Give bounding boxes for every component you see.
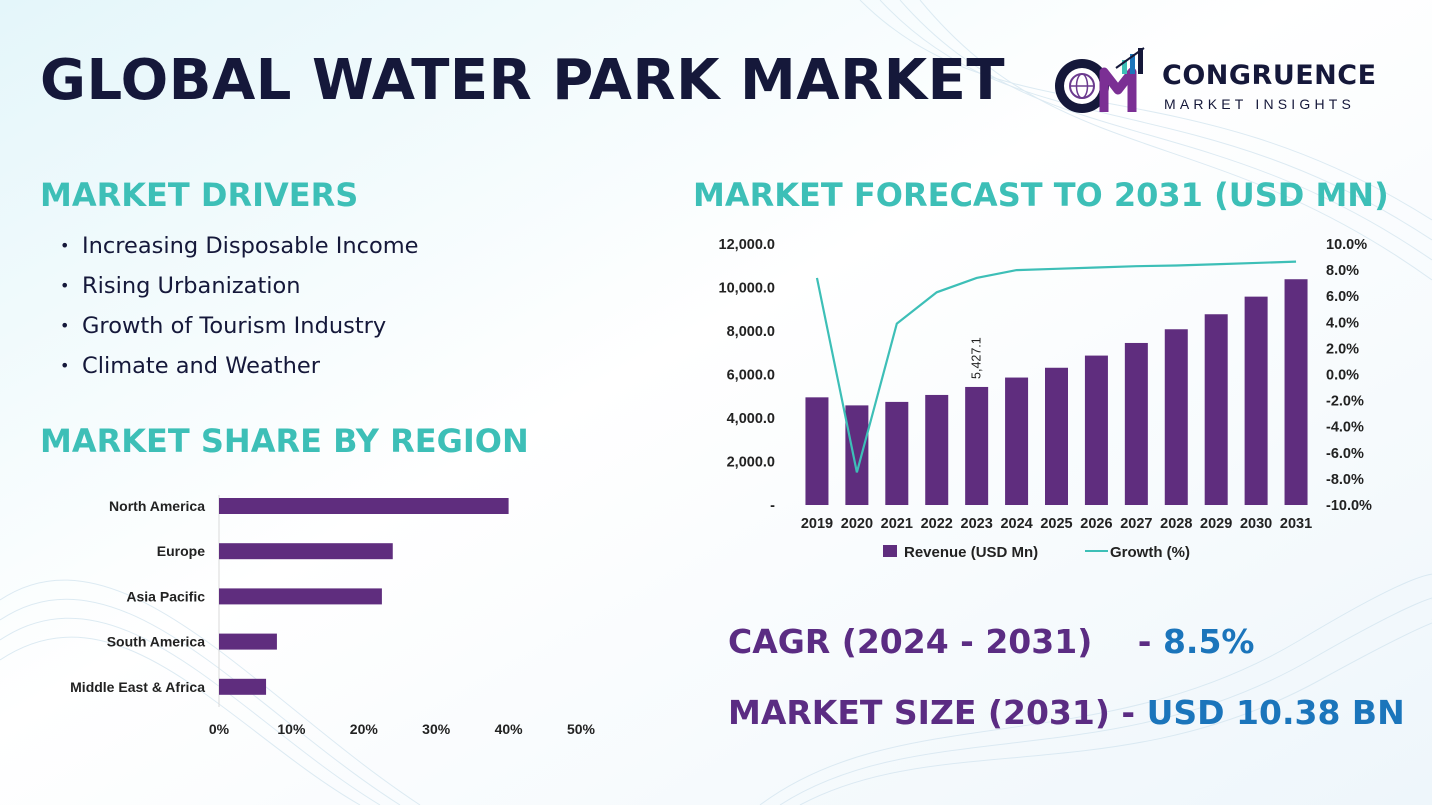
x-tick-label: 2025: [1040, 516, 1072, 532]
y-tick-label: -: [770, 498, 775, 514]
y2-tick-label: 6.0%: [1326, 289, 1359, 305]
region-bar: [219, 678, 267, 695]
x-tick-label: 2019: [801, 516, 833, 532]
revenue-bar: [1124, 342, 1148, 505]
drivers-list: • Increasing Disposable Income • Rising Ur…: [60, 230, 419, 390]
revenue-bar: [1164, 329, 1188, 505]
legend-label-revenue: Revenue (USD Mn): [904, 544, 1038, 561]
revenue-bar: [1284, 279, 1308, 505]
region-category-label: Europe: [157, 543, 205, 559]
data-label: 5,427.1: [970, 337, 984, 379]
logo-mark-icon: [1055, 47, 1145, 113]
logo-name: CONGRUENCE: [1162, 60, 1377, 91]
x-tick-label: 2026: [1080, 516, 1112, 532]
driver-item: • Increasing Disposable Income: [60, 230, 419, 270]
market-size-kpi: MARKET SIZE (2031) - USD 10.38 BN: [728, 693, 1405, 732]
x-tick-label: 2028: [1160, 516, 1192, 532]
region-category-label: Middle East & Africa: [70, 679, 205, 695]
x-tick-label: 2023: [961, 516, 993, 532]
x-tick-label: 2027: [1120, 516, 1152, 532]
region-bar: [219, 633, 277, 650]
cagr-separator: -: [1137, 622, 1163, 661]
driver-item: • Rising Urbanization: [60, 270, 419, 310]
market-size-value: USD 10.38 BN: [1146, 693, 1405, 732]
revenue-bar: [925, 394, 949, 505]
driver-item: • Climate and Weather: [60, 350, 419, 390]
y2-tick-label: 0.0%: [1326, 368, 1359, 384]
revenue-bar: [1005, 377, 1029, 505]
market-size-label: MARKET SIZE (2031): [728, 693, 1110, 732]
legend-label-growth: Growth (%): [1110, 544, 1190, 561]
y-tick-label: 4,000.0: [727, 411, 775, 427]
driver-text: Climate and Weather: [82, 353, 320, 379]
bullet-icon: •: [60, 276, 70, 295]
cagr-value: 8.5%: [1162, 622, 1255, 661]
driver-text: Increasing Disposable Income: [82, 233, 419, 259]
x-tick-label: 2022: [921, 516, 953, 532]
revenue-bar: [1084, 355, 1108, 505]
revenue-bar: [805, 397, 829, 505]
x-tick-label: 10%: [277, 721, 306, 737]
y-tick-label: 6,000.0: [727, 368, 775, 384]
bullet-icon: •: [60, 236, 70, 255]
region-category-label: South America: [107, 634, 205, 650]
region-bar: [219, 498, 509, 514]
revenue-bar: [885, 401, 909, 505]
revenue-bar: [845, 405, 869, 505]
x-tick-label: 2021: [881, 516, 913, 532]
market-size-separator: -: [1121, 693, 1147, 732]
driver-item: • Growth of Tourism Industry: [60, 310, 419, 350]
y-tick-label: 8,000.0: [727, 324, 775, 340]
x-tick-label: 40%: [495, 721, 524, 737]
x-tick-label: 0%: [209, 721, 230, 737]
x-tick-label: 2031: [1280, 516, 1312, 532]
legend-swatch-revenue: [883, 545, 897, 557]
growth-line: [815, 260, 1297, 473]
page-title: GLOBAL WATER PARK MARKET: [40, 48, 1006, 113]
x-tick-label: 2020: [841, 516, 873, 532]
y2-tick-label: 10.0%: [1326, 237, 1367, 253]
bullet-icon: •: [60, 356, 70, 375]
x-tick-label: 20%: [350, 721, 379, 737]
revenue-bar: [965, 386, 989, 505]
y2-tick-label: -8.0%: [1326, 472, 1364, 488]
forecast-chart: - 2,000.0 4,000.0 6,000.0 8,000.0 10,000.0 12,…: [719, 237, 1373, 561]
region-bar: [219, 543, 393, 560]
x-tick-label: 2024: [1000, 516, 1032, 532]
y2-tick-label: 8.0%: [1326, 263, 1359, 279]
brand-logo: CONGRUENCE MARKET INSIGHTS: [1046, 44, 1396, 120]
bullet-icon: •: [60, 316, 70, 335]
x-tick-label: 50%: [567, 721, 596, 737]
cagr-kpi: CAGR (2024 - 2031) - 8.5%: [728, 622, 1255, 661]
x-tick-label: 2030: [1240, 516, 1272, 532]
y2-tick-label: -2.0%: [1326, 394, 1364, 410]
region-heading: MARKET SHARE BY REGION: [40, 422, 529, 460]
revenue-bar: [1204, 314, 1228, 505]
driver-text: Rising Urbanization: [82, 273, 301, 299]
driver-text: Growth of Tourism Industry: [82, 313, 387, 339]
cagr-label: CAGR (2024 - 2031): [728, 622, 1093, 661]
region-category-label: Asia Pacific: [126, 588, 205, 604]
y2-tick-label: -4.0%: [1326, 420, 1364, 436]
y-tick-label: 12,000.0: [719, 237, 775, 253]
region-bar: [219, 588, 382, 605]
revenue-bar: [1045, 367, 1068, 505]
region-category-label: North America: [109, 498, 205, 514]
revenue-bar: [1244, 296, 1268, 505]
y-tick-label: 10,000.0: [719, 281, 775, 297]
y-tick-label: 2,000.0: [727, 455, 775, 471]
forecast-heading: MARKET FORECAST TO 2031 (USD MN): [693, 176, 1389, 214]
region-share-chart: North America Europe Asia Pacific South Ame…: [70, 495, 596, 737]
y2-tick-label: 2.0%: [1326, 341, 1359, 357]
x-tick-label: 2029: [1200, 516, 1232, 532]
drivers-heading: MARKET DRIVERS: [40, 176, 359, 214]
logo-subtitle: MARKET INSIGHTS: [1164, 96, 1356, 112]
x-tick-label: 30%: [422, 721, 451, 737]
y2-tick-label: -10.0%: [1326, 498, 1372, 514]
y2-tick-label: -6.0%: [1326, 446, 1364, 462]
y2-tick-label: 4.0%: [1326, 315, 1359, 331]
